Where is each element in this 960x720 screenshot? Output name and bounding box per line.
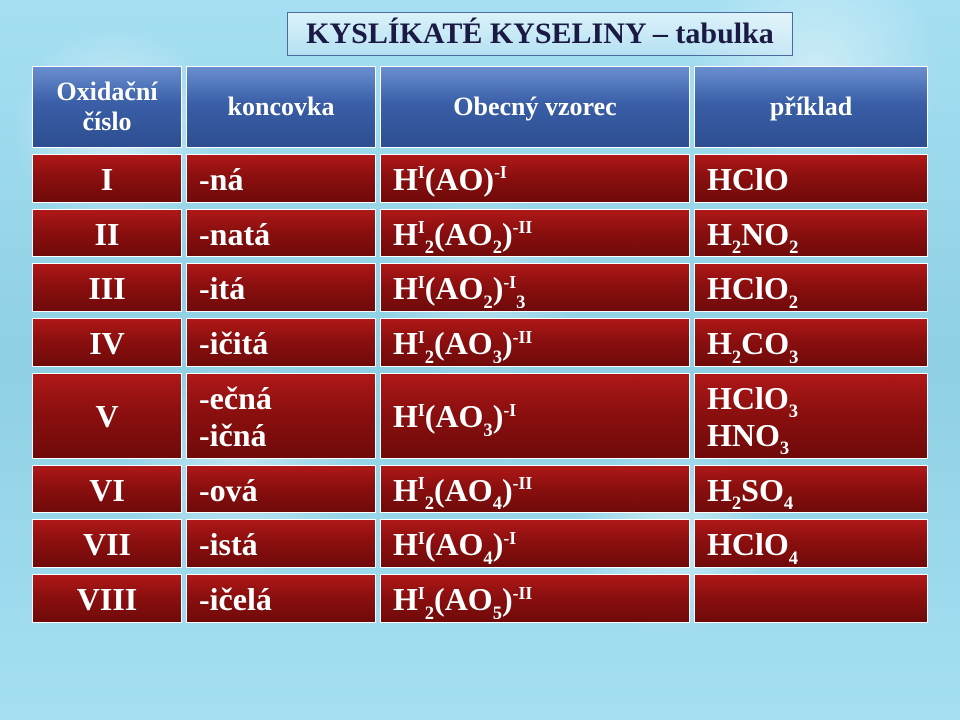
cell-suffix: -ečná -ičná bbox=[186, 373, 376, 459]
cell-oxidation: VI bbox=[32, 465, 182, 514]
title-wrap: KYSLÍKATÉ KYSELINY – tabulka bbox=[148, 12, 932, 56]
cell-oxidation: IV bbox=[32, 318, 182, 367]
cell-formula: HI(AO3)-I bbox=[380, 373, 690, 459]
cell-suffix: -itá bbox=[186, 263, 376, 312]
col-header-formula: Obecný vzorec bbox=[380, 66, 690, 148]
table-row: VIII -ičelá HI2(AO5)-II bbox=[32, 574, 928, 623]
cell-oxidation: VIII bbox=[32, 574, 182, 623]
cell-formula: HI(AO2)-I3 bbox=[380, 263, 690, 312]
cell-example: H2NO2 bbox=[694, 209, 928, 258]
cell-example-line2: HNO3 bbox=[707, 417, 915, 454]
cell-example: HClO bbox=[694, 154, 928, 203]
cell-formula: HI2(AO2)-II bbox=[380, 209, 690, 258]
table-row: V -ečná -ičná HI(AO3)-I HClO3 HNO3 bbox=[32, 373, 928, 459]
cell-oxidation: VII bbox=[32, 519, 182, 568]
table-row: VII -istá HI(AO4)-I HClO4 bbox=[32, 519, 928, 568]
table-header-row: Oxidační číslo koncovka Obecný vzorec př… bbox=[32, 66, 928, 148]
cell-suffix: -ičitá bbox=[186, 318, 376, 367]
cell-oxidation: III bbox=[32, 263, 182, 312]
cell-suffix: -istá bbox=[186, 519, 376, 568]
cell-suffix: -ová bbox=[186, 465, 376, 514]
cell-oxidation: I bbox=[32, 154, 182, 203]
cell-formula: HI(AO4)-I bbox=[380, 519, 690, 568]
cell-suffix: -natá bbox=[186, 209, 376, 258]
cell-example: H2SO4 bbox=[694, 465, 928, 514]
cell-suffix: -ičelá bbox=[186, 574, 376, 623]
page-title: KYSLÍKATÉ KYSELINY – tabulka bbox=[287, 12, 793, 56]
cell-formula: HI2(AO4)-II bbox=[380, 465, 690, 514]
cell-example: H2CO3 bbox=[694, 318, 928, 367]
table-row: VI -ová HI2(AO4)-II H2SO4 bbox=[32, 465, 928, 514]
cell-formula: HI(AO)-I bbox=[380, 154, 690, 203]
acids-table: Oxidační číslo koncovka Obecný vzorec př… bbox=[28, 60, 932, 629]
col-header-example: příklad bbox=[694, 66, 928, 148]
table-row: III -itá HI(AO2)-I3 HClO2 bbox=[32, 263, 928, 312]
cell-example: HClO4 bbox=[694, 519, 928, 568]
cell-formula: HI2(AO3)-II bbox=[380, 318, 690, 367]
cell-example-line1: HClO3 bbox=[707, 380, 915, 417]
table-row: II -natá HI2(AO2)-II H2NO2 bbox=[32, 209, 928, 258]
cell-example bbox=[694, 574, 928, 623]
cell-formula: HI2(AO5)-II bbox=[380, 574, 690, 623]
cell-suffix: -ná bbox=[186, 154, 376, 203]
cell-example: HClO3 HNO3 bbox=[694, 373, 928, 459]
col-header-oxidation: Oxidační číslo bbox=[32, 66, 182, 148]
col-header-suffix: koncovka bbox=[186, 66, 376, 148]
cell-suffix-line1: -ečná bbox=[199, 380, 363, 417]
cell-oxidation: II bbox=[32, 209, 182, 258]
slide: KYSLÍKATÉ KYSELINY – tabulka Oxidační čí… bbox=[28, 12, 932, 708]
table-row: IV -ičitá HI2(AO3)-II H2CO3 bbox=[32, 318, 928, 367]
table-row: I -ná HI(AO)-I HClO bbox=[32, 154, 928, 203]
col-header-oxidation-line2: číslo bbox=[82, 107, 131, 136]
cell-suffix-line2: -ičná bbox=[199, 417, 363, 454]
cell-oxidation: V bbox=[32, 373, 182, 459]
cell-example: HClO2 bbox=[694, 263, 928, 312]
col-header-oxidation-line1: Oxidační bbox=[56, 77, 157, 106]
